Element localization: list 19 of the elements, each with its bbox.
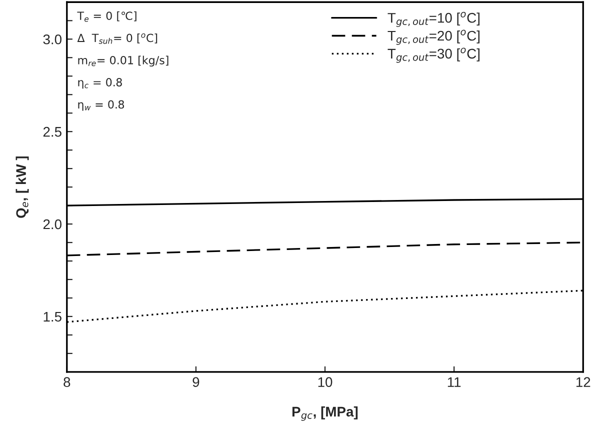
annotation: Δ T$_{suh}$= 0 [$^{o}$C]: [77, 33, 158, 44]
y-axis-title: Q$_{e}$, [ kW ]: [16, 156, 29, 218]
annotation: η$_{c}$ = 0.8: [78, 78, 122, 89]
annotation: T$_{e}$ = 0 [℃]: [77, 11, 136, 22]
annotation: η$_{w}$ = 0.8: [78, 100, 124, 111]
x-tick-label: 9: [192, 377, 200, 388]
x-tick-label: 10: [318, 377, 332, 388]
x-tick-label: 8: [64, 377, 70, 388]
y-tick-label: 3.0: [43, 34, 62, 44]
annotation: m$_{re}$= 0.01 [kg/s]: [78, 56, 168, 67]
legend-label: T$_{gc,out}$=30 [$^{o}$C]: [388, 48, 480, 63]
y-tick-label: 2.0: [43, 219, 62, 230]
legend-label: T$_{gc,out}$=10 [$^{o}$C]: [388, 12, 480, 27]
x-tick-label: 12: [576, 377, 590, 387]
legend-label: T$_{gc,out}$=20 [$^{o}$C]: [388, 30, 480, 45]
y-tick-label: 1.5: [44, 312, 62, 322]
x-axis-title: P$_{gc}$, [MPa]: [292, 406, 358, 421]
x-tick-label: 11: [448, 377, 461, 387]
y-tick-label: 2.5: [43, 126, 62, 137]
